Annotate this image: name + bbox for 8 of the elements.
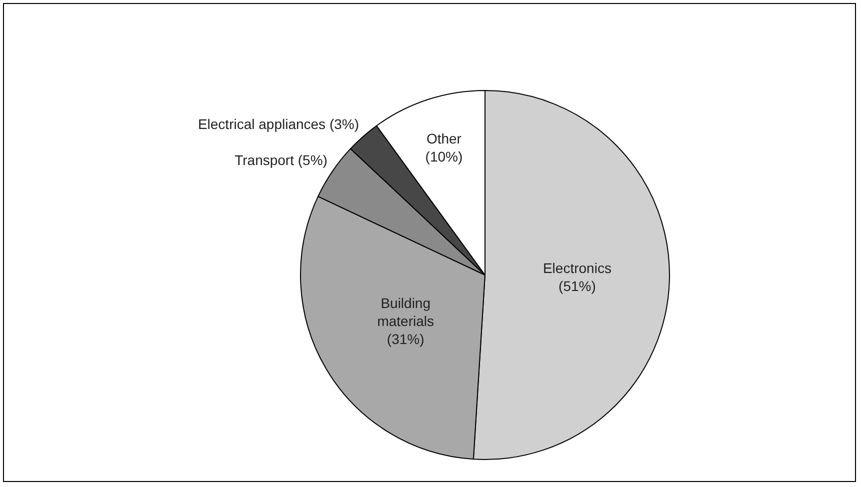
- data-label: (31%): [386, 330, 424, 347]
- slice-label: Transport (5%): [234, 152, 328, 168]
- slice-label: Electrical appliances (3%): [198, 116, 360, 132]
- data-label: (51%): [558, 278, 596, 294]
- slice-label: Other: [426, 130, 462, 147]
- data-label: (10%): [425, 148, 463, 165]
- slice-label: Building materials: [377, 294, 434, 329]
- slice-label: Electronics: [542, 260, 612, 276]
